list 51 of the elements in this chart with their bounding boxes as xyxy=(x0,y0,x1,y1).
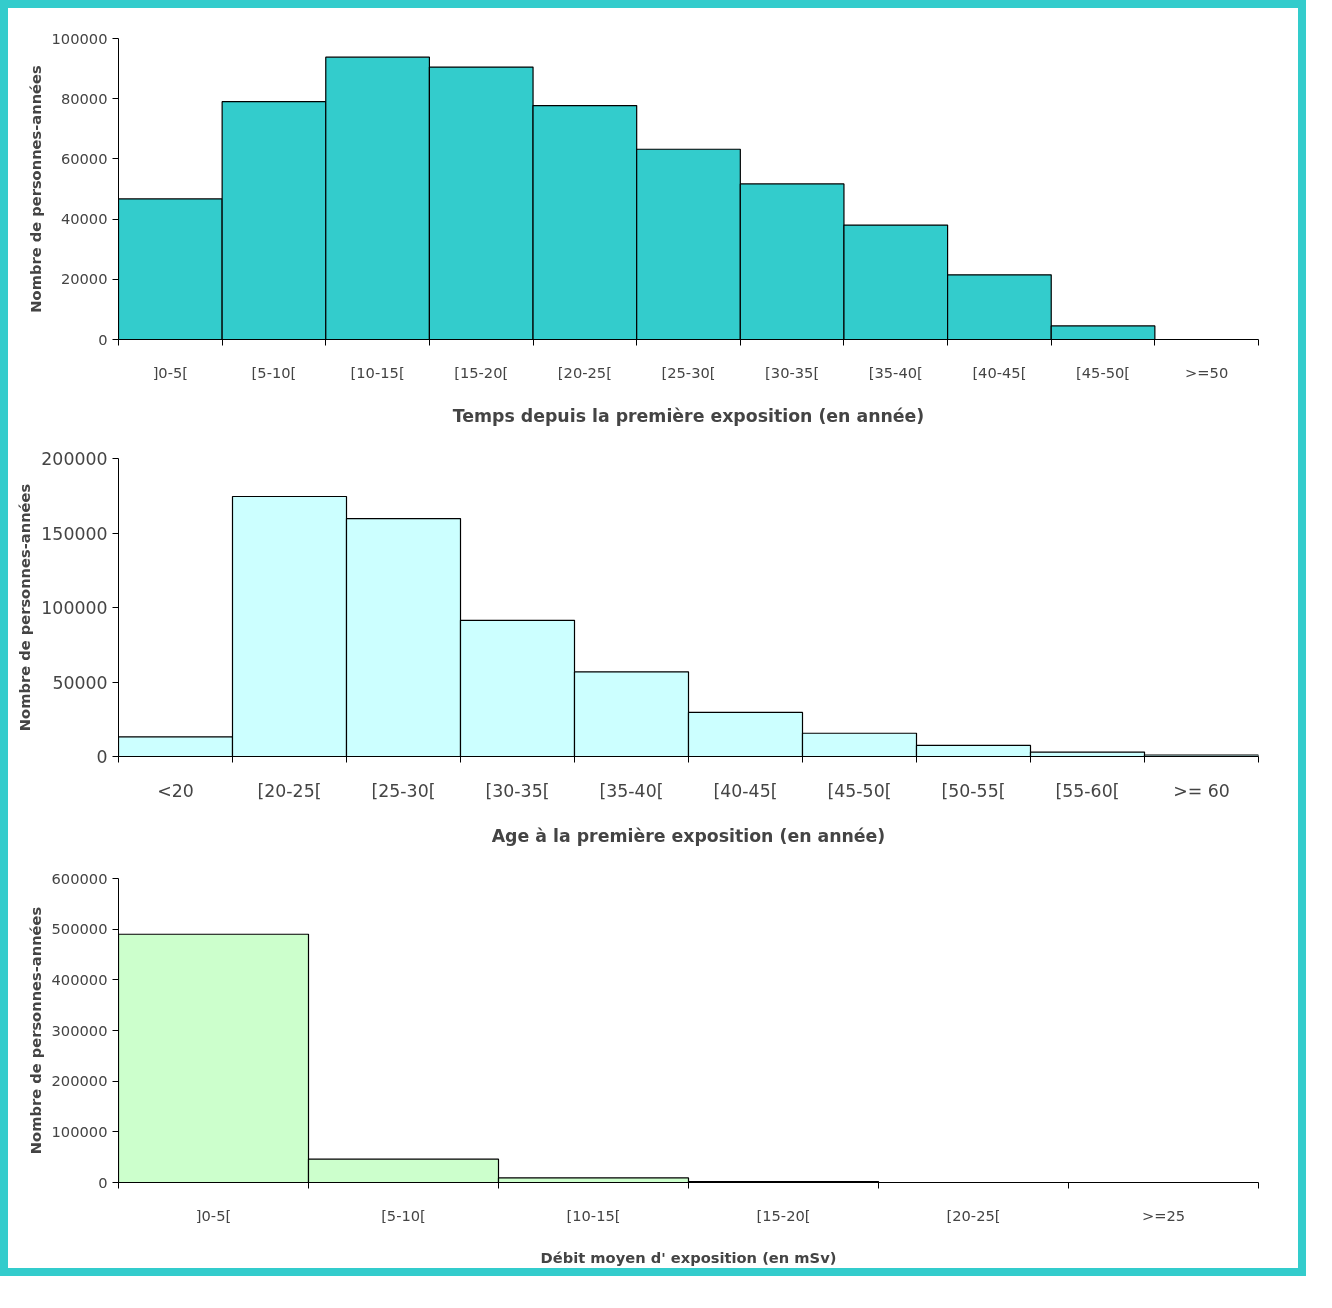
x-tick-label: [10-15[ xyxy=(350,363,405,381)
x-tick-label: [5-10[ xyxy=(251,363,297,381)
x-tick-label: [25-30[ xyxy=(661,363,716,381)
y-tick-label: 60000 xyxy=(60,149,108,167)
x-axis-title: Temps depuis la première exposition (en année) xyxy=(452,405,925,426)
x-tick-label: [35-40[ xyxy=(599,780,664,801)
y-tick-label: 500000 xyxy=(51,920,108,938)
y-tick-label: 200000 xyxy=(41,449,108,469)
y-axis-title: Nombre de personnes-années xyxy=(16,483,34,732)
x-tick-label: [15-20[ xyxy=(756,1206,811,1224)
x-tick-label: [30-35[ xyxy=(485,780,550,801)
x-tick-label: >= 60 xyxy=(1173,780,1230,801)
x-tick-label: [20-25[ xyxy=(557,363,612,381)
x-tick-label: [20-25[ xyxy=(257,780,322,801)
y-tick-label: 100000 xyxy=(51,1122,108,1140)
x-tick-label: [20-25[ xyxy=(946,1206,1001,1224)
y-axis-title: Nombre de personnes-années xyxy=(26,65,44,313)
y-tick-label: 100000 xyxy=(41,598,108,618)
x-axis-title: Débit moyen d' exposition (en mSv) xyxy=(540,1248,837,1266)
x-tick-label: [30-35[ xyxy=(765,363,820,381)
x-tick-label: [45-50[ xyxy=(827,780,892,801)
x-tick-label: [50-55[ xyxy=(941,780,1006,801)
y-tick-label: 400000 xyxy=(51,970,108,988)
x-tick-label: ]0-5[ xyxy=(152,363,189,381)
y-tick-label: 600000 xyxy=(51,869,108,887)
y-tick-label: 0 xyxy=(98,1173,108,1191)
y-tick-label: 100000 xyxy=(51,29,108,47)
x-tick-label: [40-45[ xyxy=(972,363,1027,381)
y-tick-label: 20000 xyxy=(60,270,108,288)
x-tick-label: [40-45[ xyxy=(713,780,778,801)
y-tick-label: 0 xyxy=(96,747,108,767)
x-tick-label: [25-30[ xyxy=(371,780,436,801)
x-tick-label: ]0-5[ xyxy=(195,1206,232,1224)
x-tick-label: [5-10[ xyxy=(381,1206,426,1224)
x-tick-label: [45-50[ xyxy=(1076,363,1131,381)
x-tick-label: <20 xyxy=(157,780,194,801)
y-axis-title: Nombre de personnes-années xyxy=(26,906,44,1155)
x-tick-label: [35-40[ xyxy=(868,363,923,381)
y-tick-label: 50000 xyxy=(52,672,108,693)
x-tick-label: [10-15[ xyxy=(566,1206,621,1224)
x-tick-label: [15-20[ xyxy=(454,363,509,381)
y-tick-label: 40000 xyxy=(60,210,108,228)
y-tick-label: 150000 xyxy=(41,523,108,544)
x-tick-label: [55-60[ xyxy=(1055,780,1120,801)
y-tick-label: 200000 xyxy=(51,1072,108,1090)
x-axis-title: Age à la première exposition (en année) xyxy=(491,825,886,846)
y-tick-label: 80000 xyxy=(60,89,108,107)
x-tick-label: >=25 xyxy=(1141,1206,1186,1224)
y-tick-label: 0 xyxy=(98,330,108,348)
x-tick-label: >=50 xyxy=(1185,363,1229,381)
y-tick-label: 300000 xyxy=(51,1021,108,1039)
